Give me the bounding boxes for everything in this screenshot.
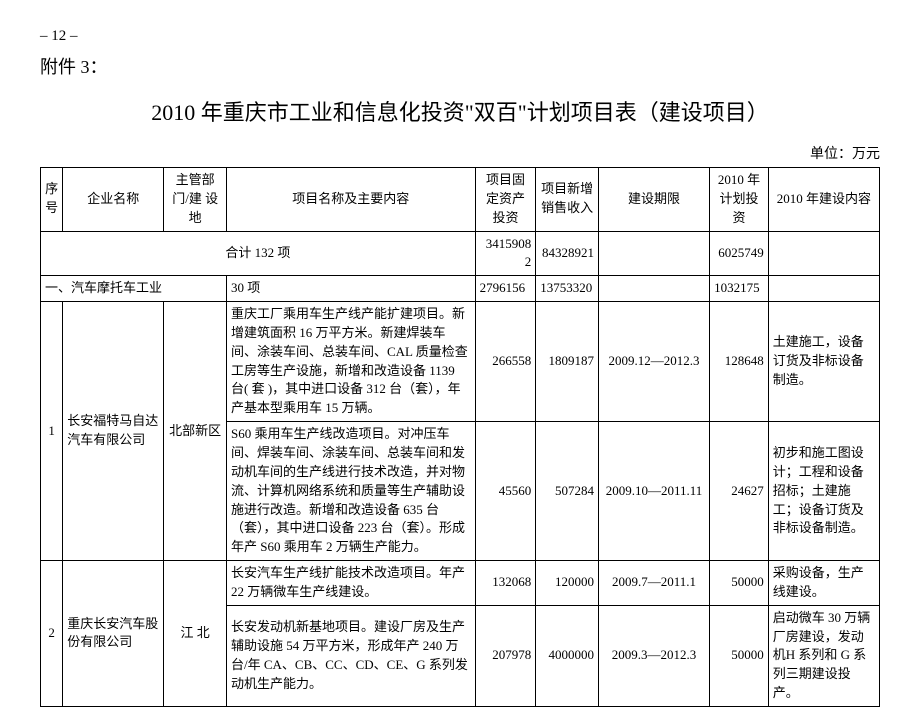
section-sales: 13753320 bbox=[536, 276, 599, 302]
unit-label: 单位：万元 bbox=[40, 143, 880, 163]
col-company: 企业名称 bbox=[63, 168, 164, 232]
col-seq: 序号 bbox=[41, 168, 63, 232]
desc-cell: 长安发动机新基地项目。建设厂房及生产辅助设施 54 万平方米，形成年产 240 … bbox=[226, 605, 475, 706]
section-count: 30 项 bbox=[226, 276, 475, 302]
desc-cell: 长安汽车生产线扩能技术改造项目。年产 22 万辆微车生产线建设。 bbox=[226, 561, 475, 606]
period-cell: 2009.7—2011.1 bbox=[598, 561, 709, 606]
project-table: 序号 企业名称 主管部门/建 设 地 项目名称及主要内容 项目固定资产投资 项目… bbox=[40, 167, 880, 707]
col-sales-income: 项目新增销售收入 bbox=[536, 168, 599, 232]
company-cell: 重庆长安汽车股份有限公司 bbox=[63, 561, 164, 707]
col-dept: 主管部门/建 设 地 bbox=[164, 168, 227, 232]
table-row: 1 长安福特马自达汽车有限公司 北部新区 重庆工厂乘用车生产线产能扩建项目。新增… bbox=[41, 302, 880, 422]
col-period: 建设期限 bbox=[598, 168, 709, 232]
fixed-cell: 132068 bbox=[475, 561, 536, 606]
table-body: 合计 132 项 34159082 84328921 6025749 一、汽车摩… bbox=[41, 231, 880, 706]
dept-cell: 江 北 bbox=[164, 561, 227, 707]
total-label: 合计 132 项 bbox=[41, 231, 476, 276]
fixed-cell: 207978 bbox=[475, 605, 536, 706]
period-cell: 2009.3—2012.3 bbox=[598, 605, 709, 706]
plan-cell: 50000 bbox=[710, 561, 769, 606]
section-build bbox=[768, 276, 879, 302]
col-plan-invest: 2010 年计划投资 bbox=[710, 168, 769, 232]
desc-cell: 重庆工厂乘用车生产线产能扩建项目。新增建筑面积 16 万平方米。新建焊装车间、涂… bbox=[226, 302, 475, 422]
plan-cell: 24627 bbox=[710, 422, 769, 561]
total-sales: 84328921 bbox=[536, 231, 599, 276]
col-build-content: 2010 年建设内容 bbox=[768, 168, 879, 232]
section-fixed: 2796156 bbox=[475, 276, 536, 302]
build-cell: 启动微车 30 万辆厂房建设，发动机H 系列和 G 系列三期建设投产。 bbox=[768, 605, 879, 706]
company-cell: 长安福特马自达汽车有限公司 bbox=[63, 302, 164, 561]
plan-cell: 128648 bbox=[710, 302, 769, 422]
table-header-row: 序号 企业名称 主管部门/建 设 地 项目名称及主要内容 项目固定资产投资 项目… bbox=[41, 168, 880, 232]
sales-cell: 507284 bbox=[536, 422, 599, 561]
period-cell: 2009.12—2012.3 bbox=[598, 302, 709, 422]
col-fixed-invest: 项目固定资产投资 bbox=[475, 168, 536, 232]
col-desc: 项目名称及主要内容 bbox=[226, 168, 475, 232]
section-period bbox=[598, 276, 709, 302]
document-title: 2010 年重庆市工业和信息化投资"双百"计划项目表（建设项目） bbox=[40, 95, 880, 127]
total-period bbox=[598, 231, 709, 276]
seq-cell: 2 bbox=[41, 561, 63, 707]
desc-cell: S60 乘用车生产线改造项目。对冲压车间、焊装车间、涂装车间、总装车间和发动机车… bbox=[226, 422, 475, 561]
total-build bbox=[768, 231, 879, 276]
sales-cell: 120000 bbox=[536, 561, 599, 606]
attachment-label: 附件 3： bbox=[40, 53, 880, 79]
plan-cell: 50000 bbox=[710, 605, 769, 706]
sales-cell: 1809187 bbox=[536, 302, 599, 422]
section-plan: 1032175 bbox=[710, 276, 769, 302]
total-row: 合计 132 项 34159082 84328921 6025749 bbox=[41, 231, 880, 276]
section-label: 一、汽车摩托车工业 bbox=[41, 276, 227, 302]
seq-cell: 1 bbox=[41, 302, 63, 561]
table-row: 2 重庆长安汽车股份有限公司 江 北 长安汽车生产线扩能技术改造项目。年产 22… bbox=[41, 561, 880, 606]
section-row: 一、汽车摩托车工业 30 项 2796156 13753320 1032175 bbox=[41, 276, 880, 302]
dept-cell: 北部新区 bbox=[164, 302, 227, 561]
fixed-cell: 45560 bbox=[475, 422, 536, 561]
total-fixed: 34159082 bbox=[475, 231, 536, 276]
sales-cell: 4000000 bbox=[536, 605, 599, 706]
build-cell: 采购设备，生产线建设。 bbox=[768, 561, 879, 606]
period-cell: 2009.10—2011.11 bbox=[598, 422, 709, 561]
fixed-cell: 266558 bbox=[475, 302, 536, 422]
build-cell: 土建施工，设备订货及非标设备制造。 bbox=[768, 302, 879, 422]
page-number: – 12 – bbox=[40, 28, 880, 45]
total-plan: 6025749 bbox=[710, 231, 769, 276]
build-cell: 初步和施工图设计；工程和设备招标；土建施工；设备订货及非标设备制造。 bbox=[768, 422, 879, 561]
